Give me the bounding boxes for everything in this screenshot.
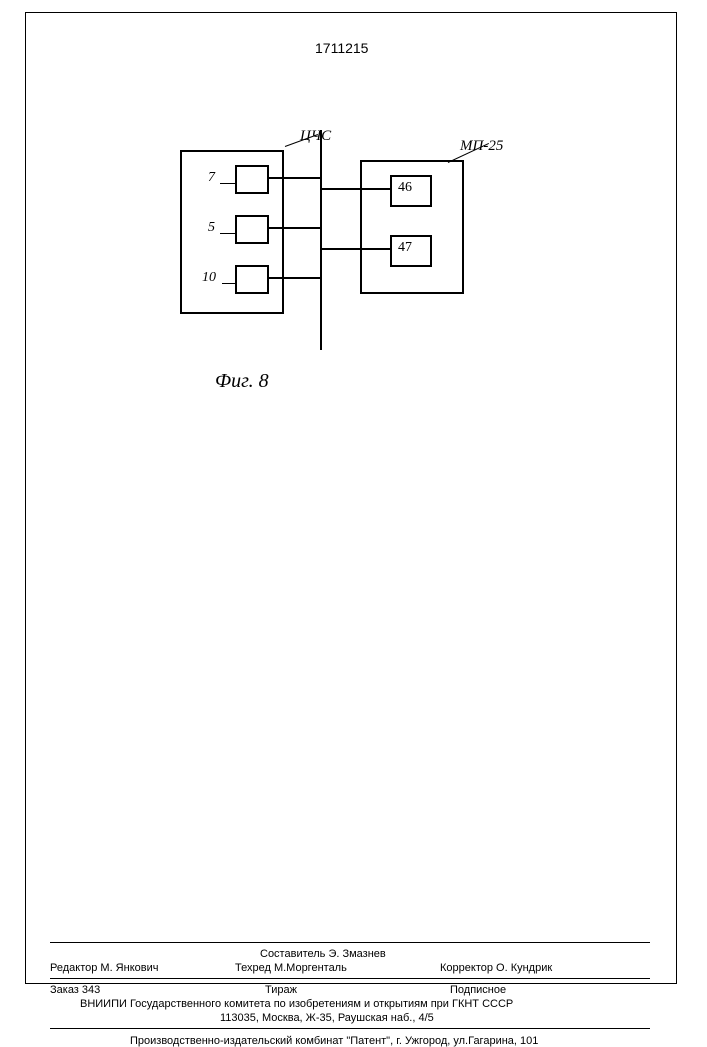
- wire-bus-46: [320, 188, 390, 190]
- wire-10-bus: [267, 277, 322, 279]
- label-10: 10: [202, 270, 216, 286]
- techred: Техред М.Моргенталь: [235, 962, 347, 974]
- compiler: Составитель Э. Змазнев: [260, 948, 386, 960]
- tirazh: Тираж: [265, 984, 297, 996]
- lead-5: [220, 233, 235, 234]
- label-7: 7: [208, 170, 215, 186]
- wire-7-bus: [267, 177, 322, 179]
- doc-number: 1711215: [315, 40, 368, 56]
- corrector: Корректор О. Кундрик: [440, 962, 552, 974]
- box-5: [235, 215, 269, 244]
- wire-bus-47: [320, 248, 390, 250]
- box-7: [235, 165, 269, 194]
- left-block-label: ЦЧС: [300, 128, 331, 145]
- printer: Производственно-издательский комбинат "П…: [130, 1035, 538, 1047]
- wire-5-bus: [267, 227, 322, 229]
- label-46: 46: [398, 180, 412, 196]
- lead-10: [222, 283, 235, 284]
- box-10: [235, 265, 269, 294]
- order: Заказ 343: [50, 984, 100, 996]
- figure-caption: Фиг. 8: [215, 370, 269, 393]
- label-47: 47: [398, 240, 412, 256]
- footer-rule-3: [50, 1028, 650, 1029]
- lead-7: [220, 183, 235, 184]
- bus-vertical: [320, 130, 322, 350]
- footer-rule-2: [50, 978, 650, 979]
- editor: Редактор М. Янкович: [50, 962, 158, 974]
- footer-rule-1: [50, 942, 650, 943]
- podpisnoe: Подписное: [450, 984, 506, 996]
- patent-page: 1711215 7 5 10 46 47 ЦЧС МП-25: [0, 0, 707, 1000]
- label-5: 5: [208, 220, 215, 236]
- org2: 113035, Москва, Ж-35, Раушская наб., 4/5: [220, 1012, 434, 1024]
- block-diagram: 7 5 10 46 47 ЦЧС МП-25: [180, 120, 520, 340]
